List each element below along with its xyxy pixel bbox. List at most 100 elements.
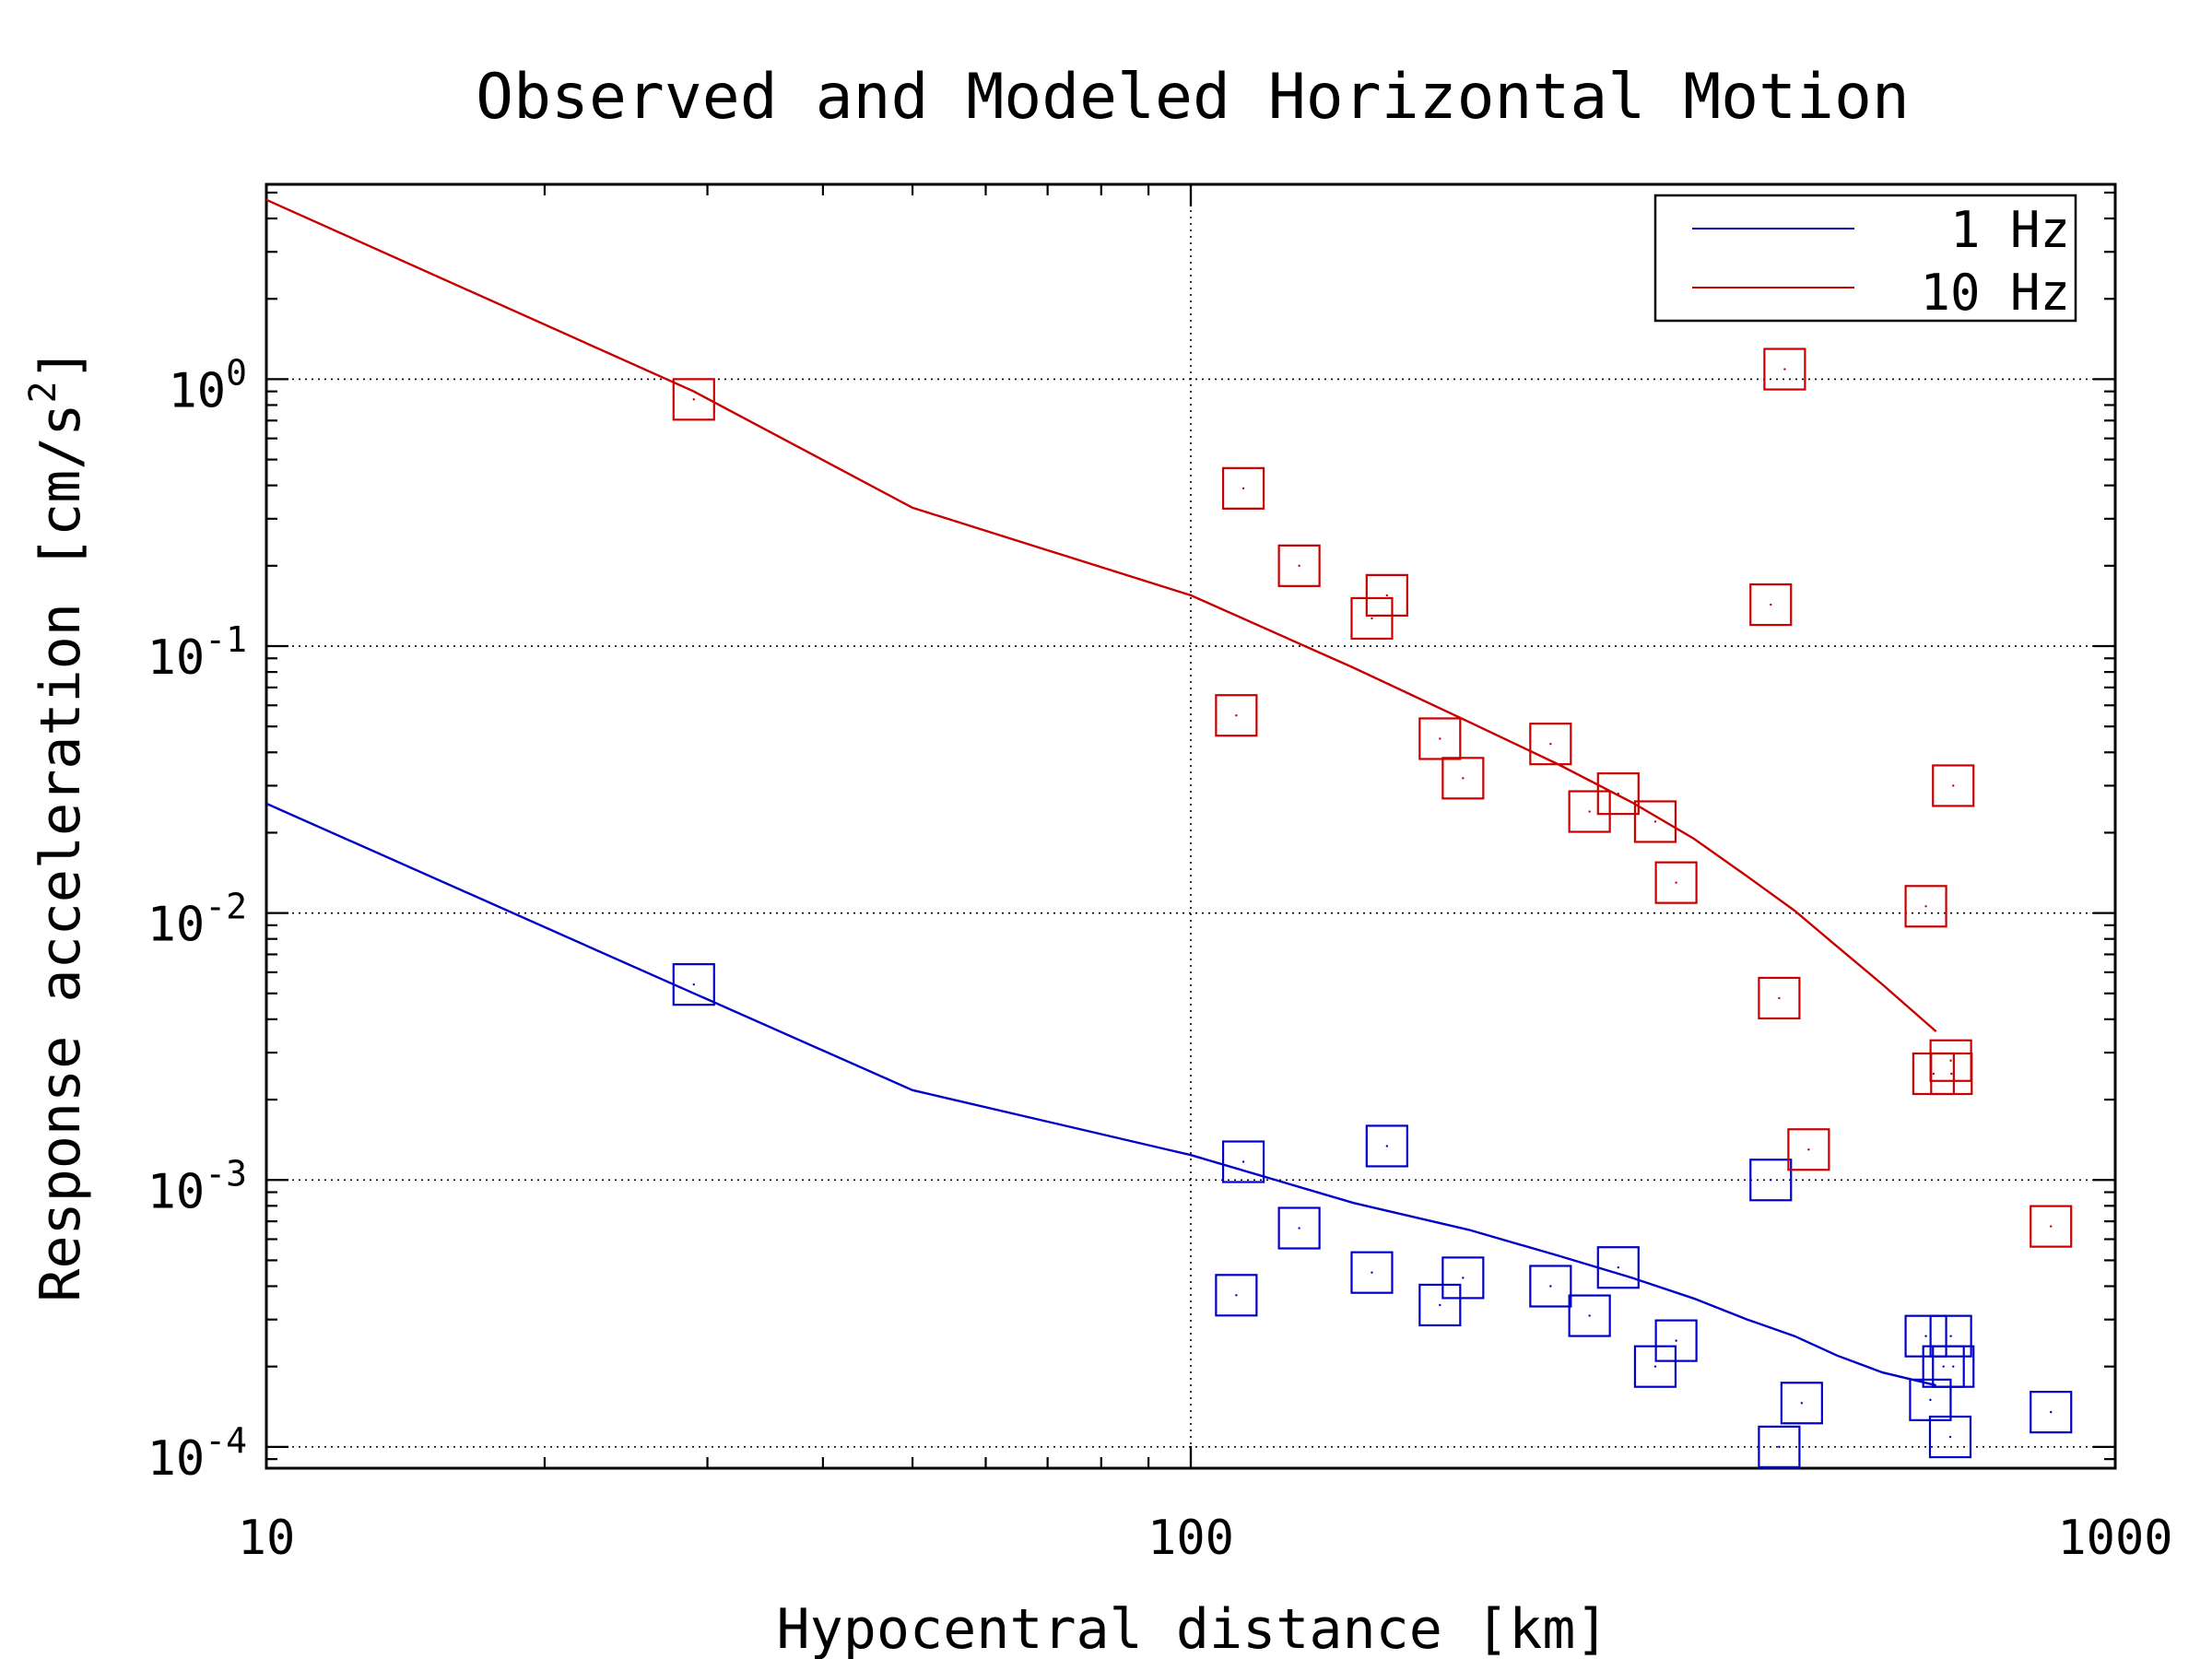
- marker-10hz: [1596, 772, 1640, 816]
- y-tick-label-base: 10: [147, 898, 206, 953]
- marker-1hz: [1215, 1274, 1258, 1317]
- marker-center-10hz: [1439, 737, 1441, 740]
- marker-10hz: [1441, 757, 1485, 800]
- marker-center-10hz: [1770, 603, 1772, 606]
- marker-center-10hz: [1617, 792, 1619, 795]
- marker-center-1hz: [1800, 1402, 1804, 1405]
- marker-center-10hz: [1653, 820, 1657, 823]
- marker-center-10hz: [1241, 487, 1245, 490]
- marker-1hz: [1928, 1415, 1972, 1459]
- marker-center-1hz: [1929, 1398, 1932, 1402]
- legend-label-1hz: 1 Hz: [1950, 201, 2070, 259]
- marker-10hz: [1930, 1052, 1973, 1096]
- marker-center-10hz: [1549, 742, 1552, 746]
- marker-center-10hz: [2050, 1225, 2053, 1228]
- x-tick-label: 1000: [2057, 1511, 2172, 1566]
- marker-1hz: [1749, 1159, 1793, 1202]
- marker-10hz: [2030, 1205, 2073, 1248]
- model-line-10hz: [265, 198, 1937, 1033]
- marker-1hz: [1568, 1294, 1611, 1337]
- x-tick-label: 100: [1147, 1511, 1234, 1566]
- y-axis-label-superscript: 2: [22, 381, 65, 403]
- marker-10hz: [1350, 596, 1394, 641]
- marker-1hz: [1929, 1314, 1972, 1358]
- marker-center-1hz: [1617, 1266, 1619, 1269]
- marker-center-1hz: [1948, 1435, 1952, 1439]
- marker-center-1hz: [1949, 1335, 1952, 1337]
- y-tick-label: 10-2: [147, 887, 247, 953]
- marker-10hz: [1277, 544, 1321, 587]
- marker-center-10hz: [1778, 996, 1781, 1000]
- marker-center-1hz: [1549, 1285, 1552, 1288]
- marker-1hz: [2030, 1391, 2073, 1434]
- legend: 1 Hz 10 Hz: [1653, 194, 2077, 323]
- x-tick-labels: 10 100 1000: [238, 1511, 2173, 1566]
- marker-10hz: [1529, 723, 1572, 766]
- marker-center-10hz: [1807, 1148, 1810, 1151]
- marker-10hz: [1758, 976, 1801, 1020]
- y-axis-label-group: Response acceleration [cm/s2]: [22, 347, 93, 1302]
- marker-center-1hz: [1588, 1314, 1591, 1317]
- y-tick-label-exponent: -2: [205, 887, 247, 927]
- y-axis-label-main: Response acceleration [cm/s: [29, 403, 93, 1301]
- marker-10hz: [1763, 347, 1806, 391]
- marker-1hz: [1277, 1206, 1321, 1250]
- marker-10hz: [1904, 885, 1947, 928]
- y-tick-label-base: 10: [168, 363, 226, 418]
- marker-10hz: [1787, 1128, 1830, 1171]
- marker-10hz: [1749, 582, 1793, 627]
- marker-1hz: [672, 963, 715, 1006]
- y-tick-label-base: 10: [147, 1431, 206, 1487]
- marker-center-1hz: [2050, 1410, 2053, 1414]
- marker-1hz: [1932, 1345, 1975, 1388]
- y-tick-label: 10-3: [147, 1153, 247, 1219]
- marker-1hz: [1654, 1319, 1698, 1362]
- plot-frame: [265, 182, 2117, 1470]
- marker-10hz: [1568, 790, 1611, 833]
- y-tick-label-base: 10: [147, 1164, 206, 1219]
- marker-center-10hz: [1371, 617, 1373, 620]
- marker-center-10hz: [1950, 1072, 1953, 1076]
- marker-center-10hz: [1949, 1059, 1952, 1062]
- y-axis-label: Response acceleration [cm/s2]: [22, 347, 93, 1302]
- marker-center-10hz: [1235, 714, 1238, 717]
- marker-1hz: [1529, 1265, 1572, 1308]
- marker-1hz: [1418, 1283, 1462, 1327]
- marker-10hz: [672, 378, 715, 421]
- marker-center-1hz: [1462, 1277, 1465, 1279]
- marker-10hz: [1633, 800, 1677, 843]
- marker-center-10hz: [692, 398, 695, 401]
- y-axis-label-end: ]: [29, 347, 93, 381]
- marker-10hz: [1932, 764, 1975, 807]
- marker-center-10hz: [1924, 905, 1927, 908]
- marker-center-1hz: [1924, 1335, 1927, 1337]
- marker-center-10hz: [1588, 810, 1591, 813]
- observed-markers: [672, 347, 2073, 1468]
- marker-center-1hz: [1675, 1339, 1677, 1342]
- marker-center-10hz: [1675, 881, 1677, 884]
- marker-center-1hz: [1439, 1303, 1441, 1307]
- marker-center-1hz: [1241, 1160, 1245, 1163]
- y-tick-label-base: 10: [147, 630, 206, 686]
- marker-10hz: [1654, 861, 1698, 904]
- marker-center-1hz: [1235, 1294, 1238, 1297]
- marker-center-1hz: [1653, 1365, 1657, 1368]
- model-lines: [265, 198, 1937, 1387]
- marker-1hz: [1350, 1251, 1394, 1294]
- marker-center-10hz: [1385, 594, 1389, 597]
- legend-box: [1653, 194, 2077, 323]
- marker-center-1hz: [1385, 1145, 1389, 1147]
- marker-center-1hz: [1298, 1227, 1300, 1230]
- marker-center-10hz: [1932, 1072, 1936, 1076]
- y-tick-label: 10-4: [147, 1420, 247, 1487]
- chart-title: Observed and Modeled Horizontal Motion: [476, 61, 1910, 134]
- marker-1hz: [1758, 1425, 1801, 1468]
- marker-1hz: [1221, 1140, 1265, 1183]
- marker-center-1hz: [1770, 1179, 1772, 1182]
- marker-center-10hz: [1462, 777, 1465, 780]
- x-tick-label: 10: [238, 1511, 296, 1566]
- marker-10hz: [1221, 466, 1265, 510]
- y-tick-label: 10-1: [147, 619, 247, 686]
